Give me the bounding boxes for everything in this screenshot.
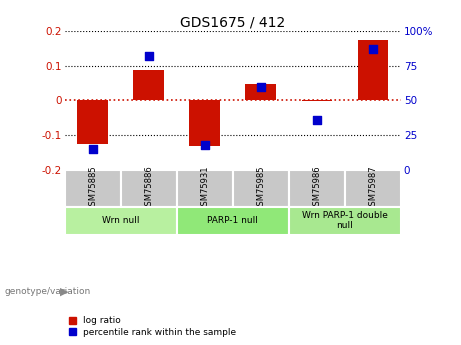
Bar bbox=[301, 100, 332, 101]
Bar bbox=[65, 170, 121, 207]
Point bbox=[257, 84, 265, 89]
Bar bbox=[289, 207, 401, 235]
Bar bbox=[289, 170, 345, 207]
Point bbox=[313, 117, 321, 122]
Point bbox=[369, 46, 377, 52]
Text: Wrn null: Wrn null bbox=[102, 216, 139, 225]
Point bbox=[89, 146, 96, 152]
Text: GSM75985: GSM75985 bbox=[256, 166, 266, 211]
Text: GSM75987: GSM75987 bbox=[368, 166, 378, 211]
Bar bbox=[345, 170, 401, 207]
Bar bbox=[77, 100, 108, 144]
Point bbox=[145, 53, 152, 59]
Bar bbox=[121, 170, 177, 207]
Text: GSM75931: GSM75931 bbox=[200, 166, 209, 211]
Bar bbox=[177, 170, 233, 207]
Bar bbox=[245, 84, 276, 100]
Text: ▶: ▶ bbox=[60, 287, 68, 296]
Point bbox=[201, 142, 208, 148]
Bar bbox=[189, 100, 220, 146]
Bar bbox=[133, 70, 164, 100]
Text: PARP-1 null: PARP-1 null bbox=[207, 216, 258, 225]
Text: GSM75885: GSM75885 bbox=[88, 166, 97, 211]
Legend: log ratio, percentile rank within the sample: log ratio, percentile rank within the sa… bbox=[69, 316, 236, 337]
Bar bbox=[358, 40, 389, 100]
Text: Wrn PARP-1 double
null: Wrn PARP-1 double null bbox=[302, 211, 388, 230]
Text: GSM75986: GSM75986 bbox=[313, 166, 321, 211]
Text: genotype/variation: genotype/variation bbox=[5, 287, 91, 296]
Bar bbox=[177, 207, 289, 235]
Bar bbox=[233, 170, 289, 207]
Title: GDS1675 / 412: GDS1675 / 412 bbox=[180, 16, 285, 30]
Bar bbox=[65, 207, 177, 235]
Text: GSM75886: GSM75886 bbox=[144, 166, 153, 211]
